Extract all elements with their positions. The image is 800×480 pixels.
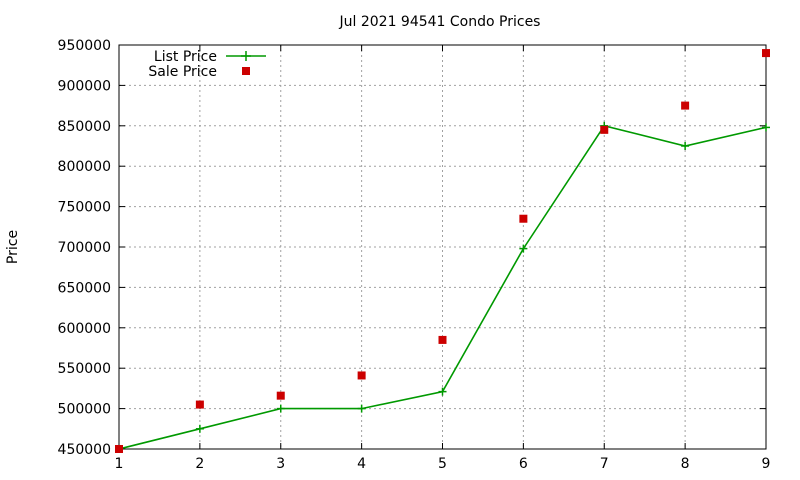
y-tick-label: 750000 bbox=[58, 200, 111, 216]
sale-price-point bbox=[681, 101, 690, 110]
sale-price-point bbox=[357, 371, 366, 380]
y-tick-label: 600000 bbox=[58, 321, 111, 337]
x-tick-label: 2 bbox=[195, 456, 204, 472]
series bbox=[115, 49, 770, 453]
y-tick-label: 950000 bbox=[58, 38, 111, 54]
legend-label-list-price: List Price bbox=[154, 49, 217, 65]
y-tick-label: 650000 bbox=[58, 280, 111, 296]
list-price-point bbox=[195, 424, 204, 433]
x-tick-label: 9 bbox=[762, 456, 771, 472]
list-price-point bbox=[681, 142, 690, 150]
list-price-point bbox=[762, 123, 770, 132]
sale-price-point bbox=[519, 214, 528, 223]
x-tick-label: 7 bbox=[600, 456, 609, 472]
list-price-point bbox=[519, 244, 528, 253]
y-tick-label: 450000 bbox=[58, 442, 111, 458]
y-tick-label: 850000 bbox=[58, 119, 111, 135]
legend-marker-list-price bbox=[241, 51, 251, 61]
sale-price-point bbox=[195, 400, 204, 409]
y-tick-label: 800000 bbox=[58, 159, 111, 175]
sale-price-point bbox=[600, 125, 609, 134]
x-tick-label: 6 bbox=[519, 456, 528, 472]
legend-marker-sale-price bbox=[242, 67, 250, 75]
y-tick-label: 700000 bbox=[58, 240, 111, 256]
chart-title: Jul 2021 94541 Condo Prices bbox=[339, 14, 541, 30]
x-tick-label: 1 bbox=[115, 456, 124, 472]
grid bbox=[119, 45, 766, 449]
list-price-point bbox=[438, 387, 447, 396]
axis-ticks: 450000 500000 550000 600000 650000 700000 7500… bbox=[58, 38, 771, 472]
x-tick-label: 5 bbox=[438, 456, 447, 472]
y-axis-label: Price bbox=[5, 230, 21, 264]
sale-price-point bbox=[762, 49, 770, 58]
y-tick-label: 550000 bbox=[58, 361, 111, 377]
legend-label-sale-price: Sale Price bbox=[148, 64, 217, 80]
sale-price-point bbox=[115, 445, 123, 453]
y-tick-label: 500000 bbox=[58, 402, 111, 418]
x-tick-label: 3 bbox=[276, 456, 285, 472]
y-tick-label: 900000 bbox=[58, 78, 111, 94]
sale-price-point bbox=[438, 335, 447, 344]
legend: List Price Sale Price bbox=[148, 49, 266, 80]
sale-price-point bbox=[276, 391, 285, 400]
x-tick-label: 8 bbox=[681, 456, 690, 472]
list-price-point bbox=[276, 404, 285, 413]
x-tick-label: 4 bbox=[357, 456, 366, 472]
list-price-point bbox=[357, 404, 366, 413]
